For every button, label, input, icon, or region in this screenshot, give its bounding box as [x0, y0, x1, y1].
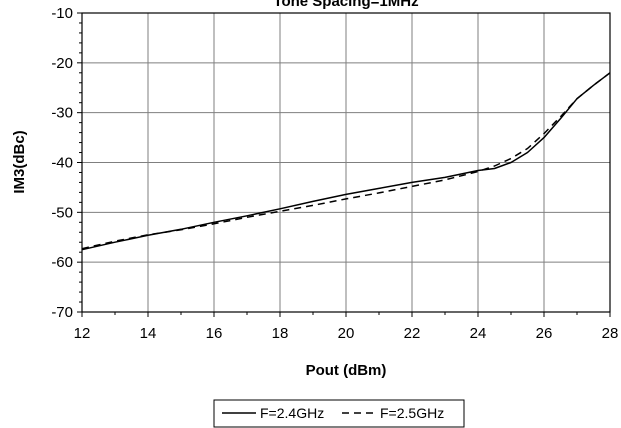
x-tick-label: 22 [404, 325, 421, 342]
x-axis-label: Pout (dBm) [306, 362, 387, 379]
legend: F=2.4GHz F=2.5GHz [213, 399, 465, 428]
legend-label-2-5ghz: F=2.5GHz [380, 405, 444, 421]
y-axis-label: IM3(dBc) [11, 130, 28, 193]
x-tick-label: 14 [140, 325, 157, 342]
x-tick-label: 18 [272, 325, 289, 342]
series-line-2-5ghz [81, 72, 611, 250]
y-tick-labels: -10 -20 -30 -40 -50 -60 -70 [51, 5, 73, 321]
y-tick-label: -70 [51, 304, 73, 321]
y-tick-label: -40 [51, 155, 73, 172]
x-tick-label: 28 [602, 325, 619, 342]
y-tick-label: -60 [51, 254, 73, 271]
y-tick-label: -50 [51, 204, 73, 221]
y-tick-label: -10 [51, 5, 73, 22]
grid-lines [82, 13, 610, 312]
y-tick-label: -30 [51, 105, 73, 122]
series-lines [81, 72, 611, 251]
y-tick-label: -20 [51, 55, 73, 72]
series-line-2-4ghz [81, 72, 611, 251]
minor-ticks [77, 12, 611, 317]
legend-label-2-4ghz: F=2.4GHz [260, 405, 324, 421]
x-tick-label: 16 [206, 325, 223, 342]
chart-title: Tone Spacing=1MHz [273, 0, 418, 10]
x-tick-label: 26 [536, 325, 553, 342]
x-tick-label: 12 [74, 325, 91, 342]
x-tick-label: 24 [470, 325, 487, 342]
x-tick-label: 20 [338, 325, 355, 342]
x-tick-labels: 12 14 16 18 20 22 24 26 28 [74, 325, 619, 342]
